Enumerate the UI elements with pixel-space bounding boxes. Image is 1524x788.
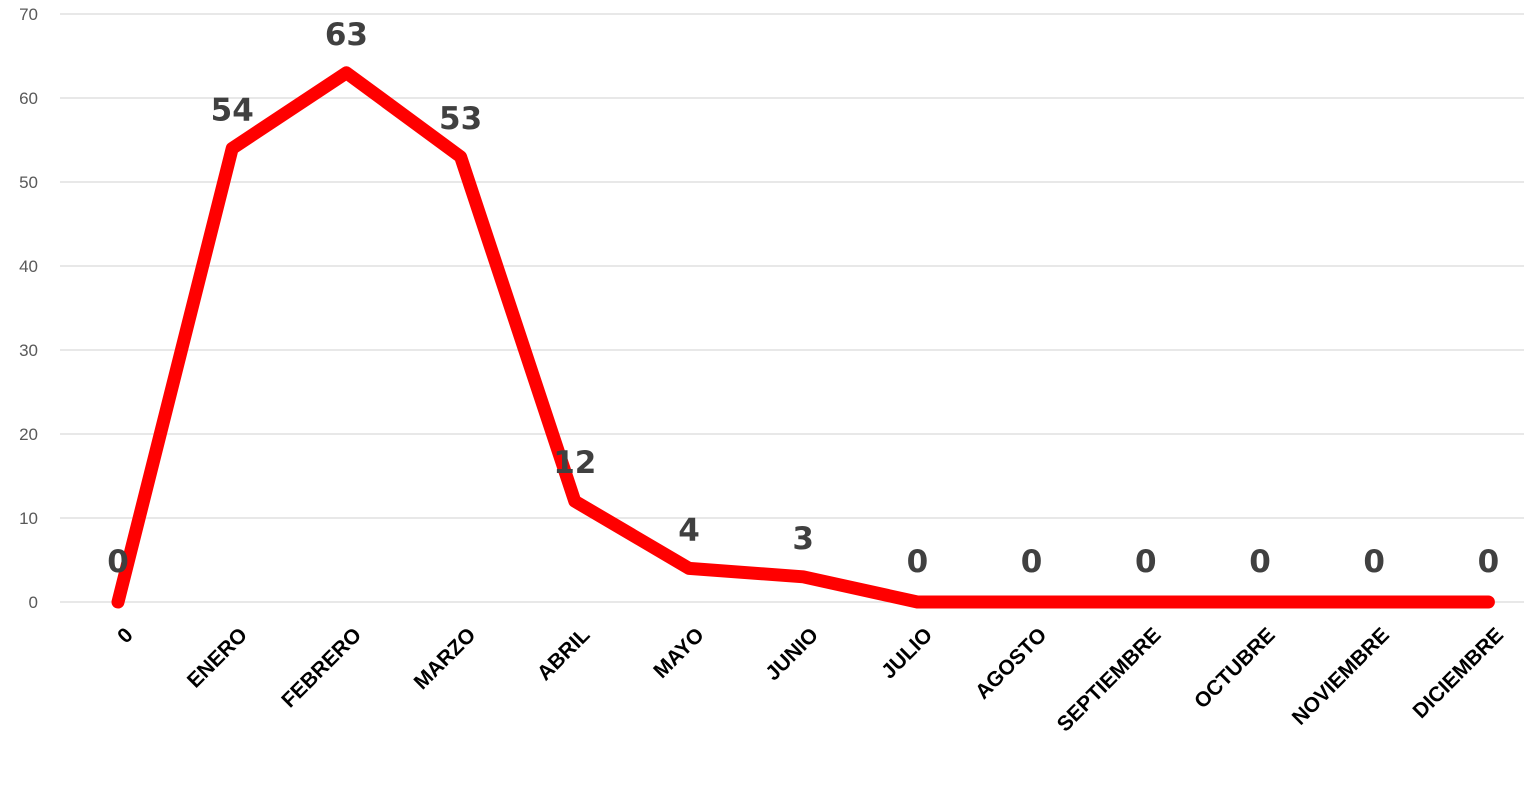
data-label: 54	[211, 92, 254, 128]
x-tick-label: SEPTIEMBRE	[1053, 623, 1166, 736]
x-tick-label: 0	[113, 623, 138, 648]
data-point	[1373, 601, 1375, 603]
data-label: 0	[1478, 544, 1500, 580]
y-tick-label: 20	[19, 425, 38, 444]
y-tick-label: 30	[19, 341, 38, 360]
data-point	[345, 72, 347, 74]
x-tick-label: AGOSTO	[971, 623, 1051, 703]
data-point	[1031, 601, 1033, 603]
data-point	[574, 500, 576, 502]
data-point	[231, 147, 233, 149]
data-label: 0	[1021, 544, 1043, 580]
data-label: 0	[107, 544, 129, 580]
y-tick-label: 0	[29, 593, 38, 612]
y-tick-label: 40	[19, 257, 38, 276]
data-point	[117, 601, 119, 603]
data-label: 53	[439, 101, 482, 137]
data-label: 4	[678, 512, 700, 548]
data-point	[1487, 601, 1489, 603]
data-point	[1259, 601, 1261, 603]
data-label: 63	[325, 17, 368, 53]
x-tick-label: ABRIL	[533, 623, 595, 685]
x-tick-label: OCTUBRE	[1190, 623, 1280, 713]
x-tick-label: NOVIEMBRE	[1288, 623, 1394, 729]
x-tick-label: JUNIO	[761, 623, 823, 685]
x-tick-label: FEBRERO	[277, 623, 366, 712]
y-tick-label: 10	[19, 509, 38, 528]
data-label: 0	[1363, 544, 1385, 580]
x-tick-label: ENERO	[183, 623, 252, 692]
data-label: 0	[1135, 544, 1157, 580]
data-label: 3	[792, 521, 814, 557]
x-tick-label: JULIO	[877, 623, 937, 683]
x-tick-label: DICIEMBRE	[1409, 623, 1509, 723]
data-point	[688, 567, 690, 569]
y-tick-label: 70	[19, 5, 38, 24]
y-tick-label: 60	[19, 89, 38, 108]
data-point	[802, 576, 804, 578]
data-label: 0	[907, 544, 929, 580]
data-point	[916, 601, 918, 603]
x-axis-tick-labels: 0 ENERO FEBRERO MARZO ABRIL MAYO JUNIO JULIO AGO…	[113, 623, 1508, 736]
x-tick-label: MAYO	[649, 623, 708, 682]
data-point	[1145, 601, 1147, 603]
series-line-group	[111, 66, 1495, 609]
data-label: 12	[553, 445, 596, 481]
y-tick-label: 50	[19, 173, 38, 192]
data-labels: 0 54 63 53 12 4 3 0 0 0 0 0 0	[107, 17, 1499, 580]
data-label: 0	[1249, 544, 1271, 580]
gridlines	[60, 13, 1524, 603]
data-point	[460, 156, 462, 158]
y-axis-tick-labels: 0 10 20 30 40 50 60 70	[19, 5, 38, 612]
x-tick-label: MARZO	[410, 623, 481, 694]
